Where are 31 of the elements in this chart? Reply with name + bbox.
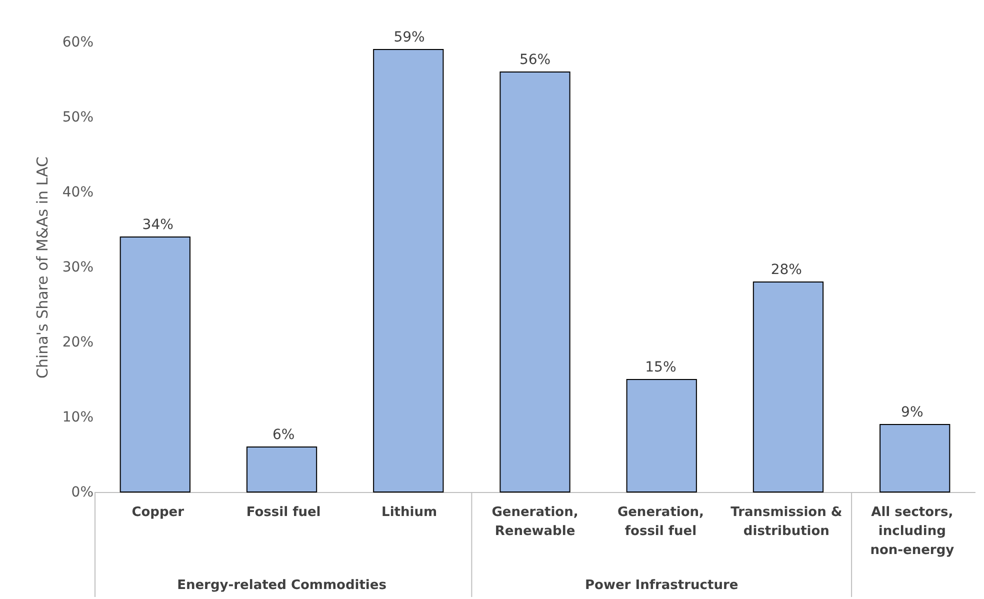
data-label: 6%	[272, 427, 295, 443]
bar	[120, 236, 190, 492]
text: Power Infrastructure	[585, 578, 738, 593]
data-label: 34%	[142, 217, 174, 233]
y-tick-label: 60%	[62, 34, 94, 50]
y-tick-label: 0%	[71, 484, 94, 500]
bar	[500, 72, 570, 492]
y-tick-label: 50%	[62, 110, 94, 126]
bar	[373, 49, 444, 492]
data-label: 28%	[770, 262, 802, 278]
x-tick-label: Generation, Renewable	[492, 505, 578, 539]
y-tick-label: 40%	[62, 184, 94, 200]
y-axis-title: China's Share of M&As in LAC	[33, 156, 52, 378]
y-tick-label: 30%	[62, 260, 94, 276]
x-tick-label: Transmission & distribution	[730, 505, 842, 539]
x-tick-label: Fossil fuel	[246, 505, 321, 520]
text: Energy-related Commodities	[177, 578, 387, 593]
bar	[626, 379, 697, 492]
data-label: 9%	[901, 404, 924, 420]
bar	[880, 424, 950, 492]
data-label: 15%	[645, 360, 676, 376]
x-tick-label: Copper	[132, 505, 185, 520]
x-tick-label: Generation, fossil fuel	[617, 505, 704, 539]
x-tick-label: All sectors, including non-energy	[870, 505, 955, 558]
x-tick-label: Lithium	[382, 505, 438, 520]
data-label: 56%	[519, 52, 551, 68]
bar	[246, 446, 318, 492]
data-label: 59%	[394, 30, 425, 46]
y-tick-label: 10%	[62, 410, 94, 426]
bar	[752, 282, 824, 492]
y-tick-label: 20%	[62, 334, 94, 350]
